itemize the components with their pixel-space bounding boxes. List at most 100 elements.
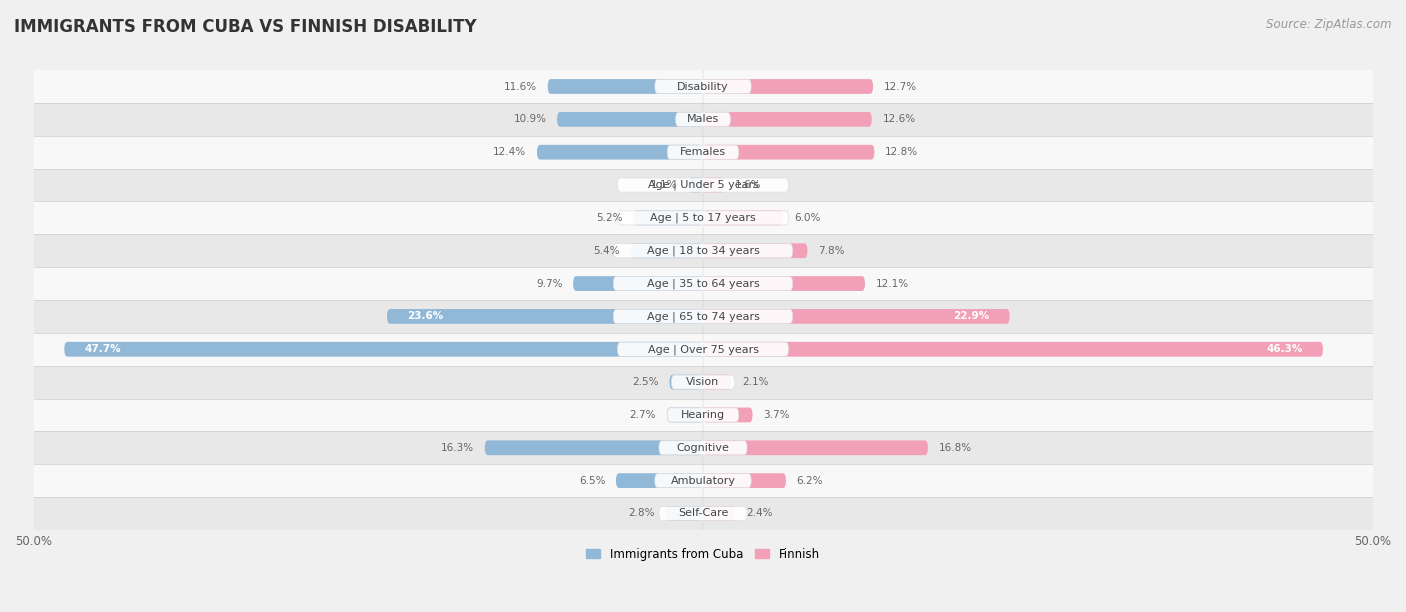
Text: 11.6%: 11.6% bbox=[503, 81, 537, 92]
Text: 6.0%: 6.0% bbox=[794, 213, 821, 223]
Bar bbox=[34, 431, 1372, 465]
FancyBboxPatch shape bbox=[703, 408, 752, 422]
Text: 22.9%: 22.9% bbox=[953, 312, 990, 321]
FancyBboxPatch shape bbox=[655, 80, 751, 94]
Bar bbox=[34, 70, 1372, 103]
Text: Males: Males bbox=[688, 114, 718, 124]
Text: 7.8%: 7.8% bbox=[818, 246, 845, 256]
FancyBboxPatch shape bbox=[617, 211, 789, 225]
FancyBboxPatch shape bbox=[703, 506, 735, 521]
Text: 12.4%: 12.4% bbox=[494, 147, 526, 157]
Text: Age | 5 to 17 years: Age | 5 to 17 years bbox=[650, 212, 756, 223]
Text: 12.1%: 12.1% bbox=[876, 278, 908, 289]
Bar bbox=[34, 234, 1372, 267]
Text: IMMIGRANTS FROM CUBA VS FINNISH DISABILITY: IMMIGRANTS FROM CUBA VS FINNISH DISABILI… bbox=[14, 18, 477, 36]
Text: 2.1%: 2.1% bbox=[742, 377, 768, 387]
Text: 2.7%: 2.7% bbox=[630, 410, 657, 420]
Bar bbox=[34, 398, 1372, 431]
FancyBboxPatch shape bbox=[703, 112, 872, 127]
FancyBboxPatch shape bbox=[548, 79, 703, 94]
FancyBboxPatch shape bbox=[65, 342, 703, 357]
FancyBboxPatch shape bbox=[703, 211, 783, 225]
FancyBboxPatch shape bbox=[613, 244, 793, 258]
Text: 1.1%: 1.1% bbox=[651, 180, 678, 190]
Text: 3.7%: 3.7% bbox=[763, 410, 790, 420]
FancyBboxPatch shape bbox=[703, 342, 1323, 357]
Text: Hearing: Hearing bbox=[681, 410, 725, 420]
Bar bbox=[34, 136, 1372, 169]
FancyBboxPatch shape bbox=[613, 277, 793, 291]
FancyBboxPatch shape bbox=[703, 309, 1010, 324]
Text: 6.5%: 6.5% bbox=[579, 476, 605, 486]
Text: 12.7%: 12.7% bbox=[884, 81, 917, 92]
Text: Vision: Vision bbox=[686, 377, 720, 387]
Text: 5.4%: 5.4% bbox=[593, 246, 620, 256]
Text: Age | Over 75 years: Age | Over 75 years bbox=[648, 344, 758, 354]
FancyBboxPatch shape bbox=[574, 276, 703, 291]
FancyBboxPatch shape bbox=[633, 211, 703, 225]
Text: Age | 35 to 64 years: Age | 35 to 64 years bbox=[647, 278, 759, 289]
FancyBboxPatch shape bbox=[655, 474, 751, 488]
Bar bbox=[34, 497, 1372, 530]
FancyBboxPatch shape bbox=[387, 309, 703, 324]
FancyBboxPatch shape bbox=[616, 473, 703, 488]
FancyBboxPatch shape bbox=[537, 145, 703, 160]
FancyBboxPatch shape bbox=[703, 473, 786, 488]
Bar bbox=[34, 103, 1372, 136]
Text: 16.3%: 16.3% bbox=[441, 443, 474, 453]
FancyBboxPatch shape bbox=[668, 145, 738, 159]
Text: Source: ZipAtlas.com: Source: ZipAtlas.com bbox=[1267, 18, 1392, 31]
Text: 46.3%: 46.3% bbox=[1267, 345, 1303, 354]
FancyBboxPatch shape bbox=[703, 244, 807, 258]
FancyBboxPatch shape bbox=[703, 276, 865, 291]
Bar bbox=[34, 169, 1372, 201]
FancyBboxPatch shape bbox=[617, 342, 789, 356]
FancyBboxPatch shape bbox=[485, 441, 703, 455]
FancyBboxPatch shape bbox=[668, 408, 738, 422]
FancyBboxPatch shape bbox=[659, 441, 747, 455]
FancyBboxPatch shape bbox=[557, 112, 703, 127]
FancyBboxPatch shape bbox=[672, 375, 734, 389]
FancyBboxPatch shape bbox=[703, 177, 724, 192]
Legend: Immigrants from Cuba, Finnish: Immigrants from Cuba, Finnish bbox=[582, 543, 824, 565]
Text: Age | 65 to 74 years: Age | 65 to 74 years bbox=[647, 311, 759, 322]
FancyBboxPatch shape bbox=[613, 310, 793, 323]
Text: Cognitive: Cognitive bbox=[676, 443, 730, 453]
Bar bbox=[34, 267, 1372, 300]
FancyBboxPatch shape bbox=[669, 375, 703, 389]
FancyBboxPatch shape bbox=[689, 177, 703, 192]
Text: Disability: Disability bbox=[678, 81, 728, 92]
Text: 6.2%: 6.2% bbox=[797, 476, 824, 486]
FancyBboxPatch shape bbox=[703, 441, 928, 455]
Bar bbox=[34, 300, 1372, 333]
Text: Females: Females bbox=[681, 147, 725, 157]
Bar bbox=[34, 366, 1372, 398]
Text: 16.8%: 16.8% bbox=[939, 443, 972, 453]
FancyBboxPatch shape bbox=[703, 79, 873, 94]
Bar bbox=[34, 201, 1372, 234]
Text: 12.8%: 12.8% bbox=[886, 147, 918, 157]
FancyBboxPatch shape bbox=[703, 145, 875, 160]
Text: 2.5%: 2.5% bbox=[633, 377, 659, 387]
Text: 23.6%: 23.6% bbox=[408, 312, 443, 321]
FancyBboxPatch shape bbox=[617, 178, 789, 192]
Text: Age | 18 to 34 years: Age | 18 to 34 years bbox=[647, 245, 759, 256]
Text: 2.8%: 2.8% bbox=[628, 509, 655, 518]
Text: 1.6%: 1.6% bbox=[735, 180, 762, 190]
Text: Age | Under 5 years: Age | Under 5 years bbox=[648, 180, 758, 190]
FancyBboxPatch shape bbox=[631, 244, 703, 258]
Bar bbox=[34, 465, 1372, 497]
Text: Self-Care: Self-Care bbox=[678, 509, 728, 518]
Text: 47.7%: 47.7% bbox=[84, 345, 121, 354]
Text: 5.2%: 5.2% bbox=[596, 213, 623, 223]
FancyBboxPatch shape bbox=[675, 113, 731, 126]
Text: 2.4%: 2.4% bbox=[745, 509, 772, 518]
FancyBboxPatch shape bbox=[703, 375, 731, 389]
FancyBboxPatch shape bbox=[659, 507, 747, 520]
Bar bbox=[34, 333, 1372, 366]
Text: 9.7%: 9.7% bbox=[536, 278, 562, 289]
Text: Ambulatory: Ambulatory bbox=[671, 476, 735, 486]
Text: 10.9%: 10.9% bbox=[513, 114, 547, 124]
Text: 12.6%: 12.6% bbox=[883, 114, 915, 124]
FancyBboxPatch shape bbox=[666, 408, 703, 422]
